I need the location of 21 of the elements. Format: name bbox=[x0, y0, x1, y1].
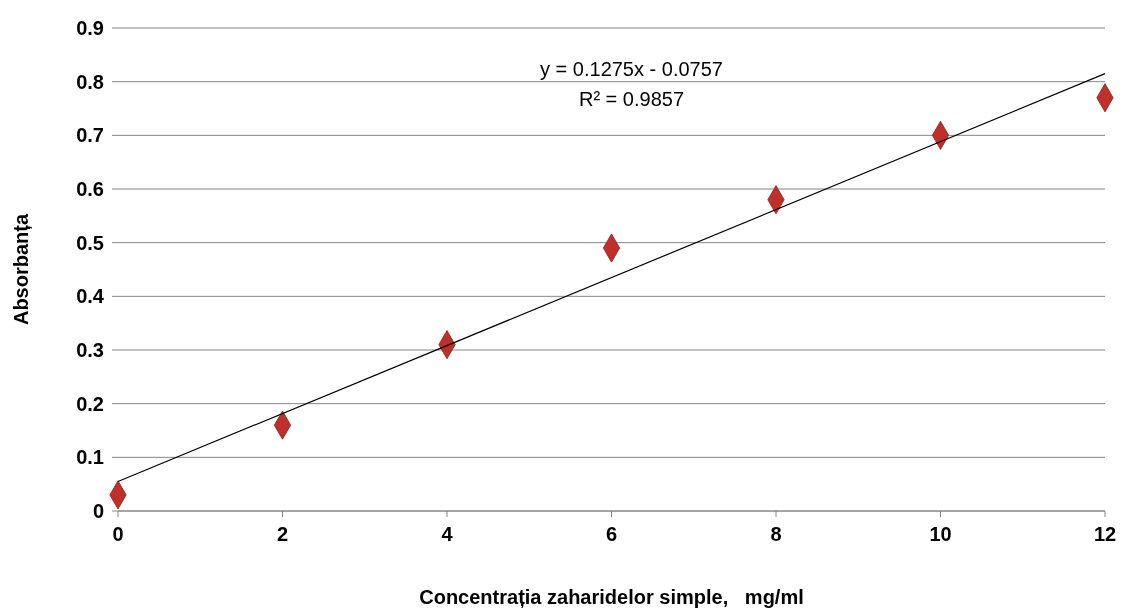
x-tick-label: 8 bbox=[770, 523, 782, 545]
x-tick-label: 6 bbox=[605, 523, 618, 545]
y-tick-label: 0.1 bbox=[76, 446, 104, 469]
x-tick-label: 12 bbox=[1093, 523, 1117, 545]
x-tick-label: 0 bbox=[112, 523, 124, 545]
y-tick-label: 0.3 bbox=[76, 339, 104, 361]
y-tick-label: 0.9 bbox=[76, 17, 104, 39]
x-axis-title: Concentrația zaharidelor simple, mg/ml bbox=[419, 586, 804, 608]
annotation: y = 0.1275x - 0.0757 bbox=[540, 58, 723, 80]
y-tick-label: 0.2 bbox=[76, 392, 104, 415]
y-tick-label: 0.6 bbox=[76, 178, 104, 200]
y-tick-label: 0.5 bbox=[76, 231, 104, 254]
x-tick-label: 4 bbox=[441, 523, 454, 545]
y-tick-label: 0.8 bbox=[76, 70, 104, 93]
annotation: R² = 0.9857 bbox=[578, 88, 685, 110]
y-tick-label: 0.4 bbox=[76, 285, 105, 308]
x-tick-label: 10 bbox=[929, 523, 952, 545]
y-axis-title: Absorbanța bbox=[10, 213, 32, 326]
x-tick-label: 2 bbox=[276, 523, 289, 545]
y-tick-label: 0.7 bbox=[76, 124, 104, 147]
y-tick-label: 0 bbox=[92, 500, 104, 522]
